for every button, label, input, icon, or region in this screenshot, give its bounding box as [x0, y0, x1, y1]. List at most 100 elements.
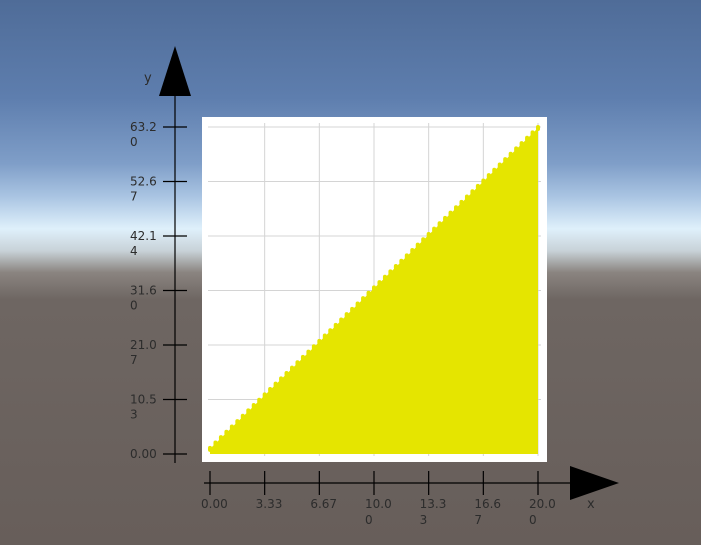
y-tick-label-line: 42.1	[130, 229, 157, 243]
y-tick-label-line: 52.6	[130, 175, 157, 189]
area-step	[306, 349, 311, 356]
area-step	[229, 424, 234, 431]
area-step	[317, 338, 322, 345]
y-tick-label: 31.6 0	[130, 284, 157, 313]
area-step	[486, 173, 491, 180]
x-axis: 0.00 3.33 6.67 10.0 013.3 316.6 720.0 0	[201, 466, 619, 527]
area-step	[246, 408, 251, 415]
area-step	[372, 285, 376, 292]
area-step	[519, 141, 524, 148]
area-step	[421, 237, 426, 244]
area-step	[530, 130, 535, 137]
y-tick-label-line: 21.0	[130, 338, 157, 352]
area-step	[218, 435, 223, 442]
area-step	[257, 397, 262, 404]
area-step	[492, 167, 497, 174]
area-step	[290, 365, 294, 372]
area-step	[350, 306, 355, 313]
x-tick-label: 0.00	[201, 497, 228, 511]
area-step	[536, 125, 540, 132]
area-step	[355, 301, 360, 308]
x-tick-label: 20.0 0	[529, 497, 556, 527]
area-step	[410, 248, 415, 255]
area-step	[388, 269, 393, 276]
area-step	[208, 445, 212, 452]
y-tick-label-line: 7	[130, 190, 138, 204]
area-step	[399, 258, 404, 265]
area-step	[251, 403, 256, 410]
area-step	[459, 199, 464, 206]
area-step	[322, 333, 327, 340]
y-tick-label-line: 0	[130, 299, 138, 313]
y-tick-label-line: 10.5	[130, 393, 157, 407]
area-step	[497, 162, 502, 169]
x-tick-label-line: 7	[474, 513, 482, 527]
x-tick-label: 10.0 0	[365, 497, 392, 527]
y-tick-label: 42.1 4	[130, 229, 157, 258]
y-tick-label-line: 63.2	[130, 120, 157, 134]
y-tick-label: 10.5 3	[130, 393, 157, 422]
area-step	[224, 429, 229, 436]
x-tick-label: 16.6 7	[474, 497, 501, 527]
area-step	[443, 215, 448, 222]
y-axis-label: y	[144, 71, 152, 86]
area-step	[426, 231, 431, 238]
area-step	[361, 296, 366, 303]
area-step	[454, 205, 458, 212]
area-step	[404, 253, 409, 260]
area-step	[432, 226, 437, 233]
x-tick-label-line: 20.0	[529, 497, 556, 511]
y-tick-label-line: 4	[130, 244, 138, 258]
y-tick-label-line: 0	[130, 135, 138, 149]
area-step	[464, 194, 469, 201]
area-step	[311, 344, 316, 351]
area-step	[366, 290, 371, 297]
area-step	[470, 189, 475, 196]
area-step	[273, 381, 278, 388]
x-tick-label-line: 16.6	[474, 497, 501, 511]
area-step	[333, 322, 338, 329]
x-tick-label: 13.3 3	[420, 497, 447, 527]
y-tick-label: 52.6 7	[130, 175, 157, 204]
y-tick-label: 63.2 0	[130, 120, 157, 149]
area-step	[213, 440, 218, 447]
area-step	[481, 178, 486, 185]
area-step	[508, 151, 513, 158]
y-tick-label-line: 31.6	[130, 284, 157, 298]
area-step	[284, 370, 289, 377]
x-tick-label-line: 0	[365, 513, 373, 527]
area-step	[300, 354, 305, 361]
area-step	[377, 280, 382, 287]
area-step	[525, 135, 530, 142]
y-tick-label-line: 7	[130, 353, 138, 367]
area-step	[262, 392, 267, 399]
x-tick-label-line: 3	[420, 513, 428, 527]
area-step	[344, 312, 349, 319]
x-tick-label-line: 13.3	[420, 497, 447, 511]
y-axis-arrow	[159, 46, 191, 96]
area-step	[393, 264, 398, 271]
area-step	[339, 317, 344, 324]
area-step	[382, 274, 387, 281]
x-tick-label-line: 10.0	[365, 497, 392, 511]
area-step	[448, 210, 453, 217]
area-series	[208, 125, 540, 455]
x-axis-label: x	[587, 497, 595, 512]
area-step	[328, 328, 333, 335]
area-step	[514, 146, 519, 153]
x-axis-arrow	[570, 466, 619, 500]
area-step	[268, 387, 273, 394]
x-tick-label: 3.33	[256, 497, 283, 511]
area-step	[295, 360, 300, 367]
y-tick-label: 21.0 7	[130, 338, 157, 367]
area-step	[240, 413, 245, 420]
area-step	[475, 183, 480, 190]
y-tick-label-line: 3	[130, 408, 138, 422]
area-step	[503, 157, 508, 164]
area-step	[235, 419, 240, 426]
y-tick-label: 0.00	[130, 447, 157, 461]
x-tick-label: 6.67	[310, 497, 337, 511]
x-tick-label-line: 0	[529, 513, 537, 527]
